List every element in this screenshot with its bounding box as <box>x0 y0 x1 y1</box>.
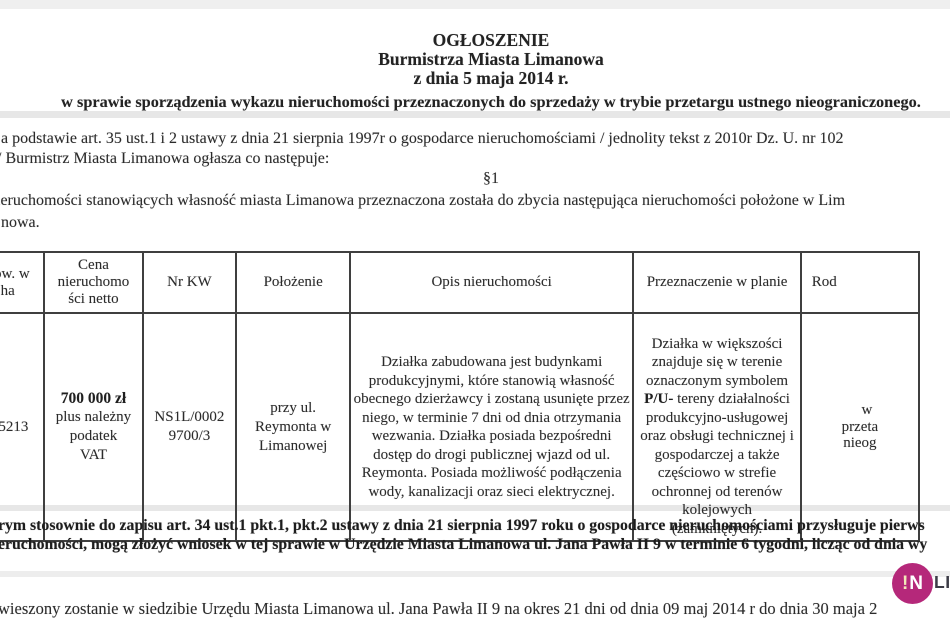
property-listing-table: Pow. w ha Cena nieruchomo ści netto Nr K… <box>0 251 921 542</box>
column-header-plan: Przeznaczenie w planie <box>632 251 802 314</box>
legal-basis-line-1: a podstawie art. 35 ust.1 i 2 ustawy z d… <box>1 130 844 147</box>
column-header-sale-type: Rod <box>799 251 921 314</box>
column-header-area: Pow. w ha <box>0 251 46 314</box>
issuer-line: Burmistrza Miasta Limanowa <box>378 49 604 69</box>
intro-line-1: ieruchomości stanowiących własność miast… <box>0 192 846 209</box>
limanowa-in-logo-text: LIMA <box>934 572 950 592</box>
cell-plan-designation: Działka w większości znajduje się w tere… <box>632 312 802 542</box>
posting-period-line: wieszony zostanie w siedzibie Urzędu Mia… <box>0 599 878 618</box>
preemption-right-line-1: rym stosownie do zapisu art. 34 ust.1 pk… <box>0 517 925 534</box>
logo-n-glyph: N <box>909 572 924 594</box>
plan-symbol: P/U- <box>644 391 674 407</box>
legal-basis-line-2: / Burmistrz Miasta Limanowa ogłasza co n… <box>0 150 330 167</box>
document-header: OGŁOSZENIE Burmistrza Miasta Limanowa z … <box>16 30 950 112</box>
cell-price: 700 000 zł plus należny podatek VAT <box>43 312 144 542</box>
cell-sale-type: w przeta nieog <box>799 312 921 542</box>
column-header-price: Cena nieruchomo ści netto <box>43 251 144 314</box>
cell-location: przy ul. Reymonta w Limanowej <box>235 312 351 542</box>
price-vat-note: plus należny podatek VAT <box>55 409 132 463</box>
scan-artifact-band <box>0 571 950 577</box>
cell-description: Działka zabudowana jest budynkami produk… <box>348 312 635 542</box>
column-header-kw: Nr KW <box>141 251 238 314</box>
subject-line: w sprawie sporządzenia wykazu nieruchomo… <box>61 92 921 111</box>
section-mark: §1 <box>483 170 499 187</box>
preemption-right-line-2: eruchomości, mogą złożyć wniosek w tej s… <box>0 536 928 553</box>
logo-exclamation-glyph: ! <box>901 572 909 594</box>
price-amount: 700 000 zł <box>60 390 127 407</box>
plan-text-before: Działka w większości znajduje się w tere… <box>646 335 789 389</box>
date-line: z dnia 5 maja 2014 r. <box>413 68 569 88</box>
page-title: OGŁOSZENIE <box>432 30 550 50</box>
column-header-location: Położenie <box>235 251 351 314</box>
cell-kw-number: NS1L/0002 9700/3 <box>141 312 238 542</box>
table-row: 0,5213 700 000 zł plus należny podatek V… <box>0 312 921 542</box>
scan-artifact-band <box>0 0 950 9</box>
scan-artifact-band <box>0 111 950 118</box>
column-header-description: Opis nieruchomości <box>348 251 635 314</box>
cell-area: 0,5213 <box>0 312 46 542</box>
table-header-row: Pow. w ha Cena nieruchomo ści netto Nr K… <box>0 251 921 314</box>
plan-text-after: tereny działalności produkcyjno-usługowe… <box>640 391 794 537</box>
intro-line-2: nowa. <box>1 214 40 231</box>
limanowa-in-logo-badge: ! N <box>892 563 933 604</box>
